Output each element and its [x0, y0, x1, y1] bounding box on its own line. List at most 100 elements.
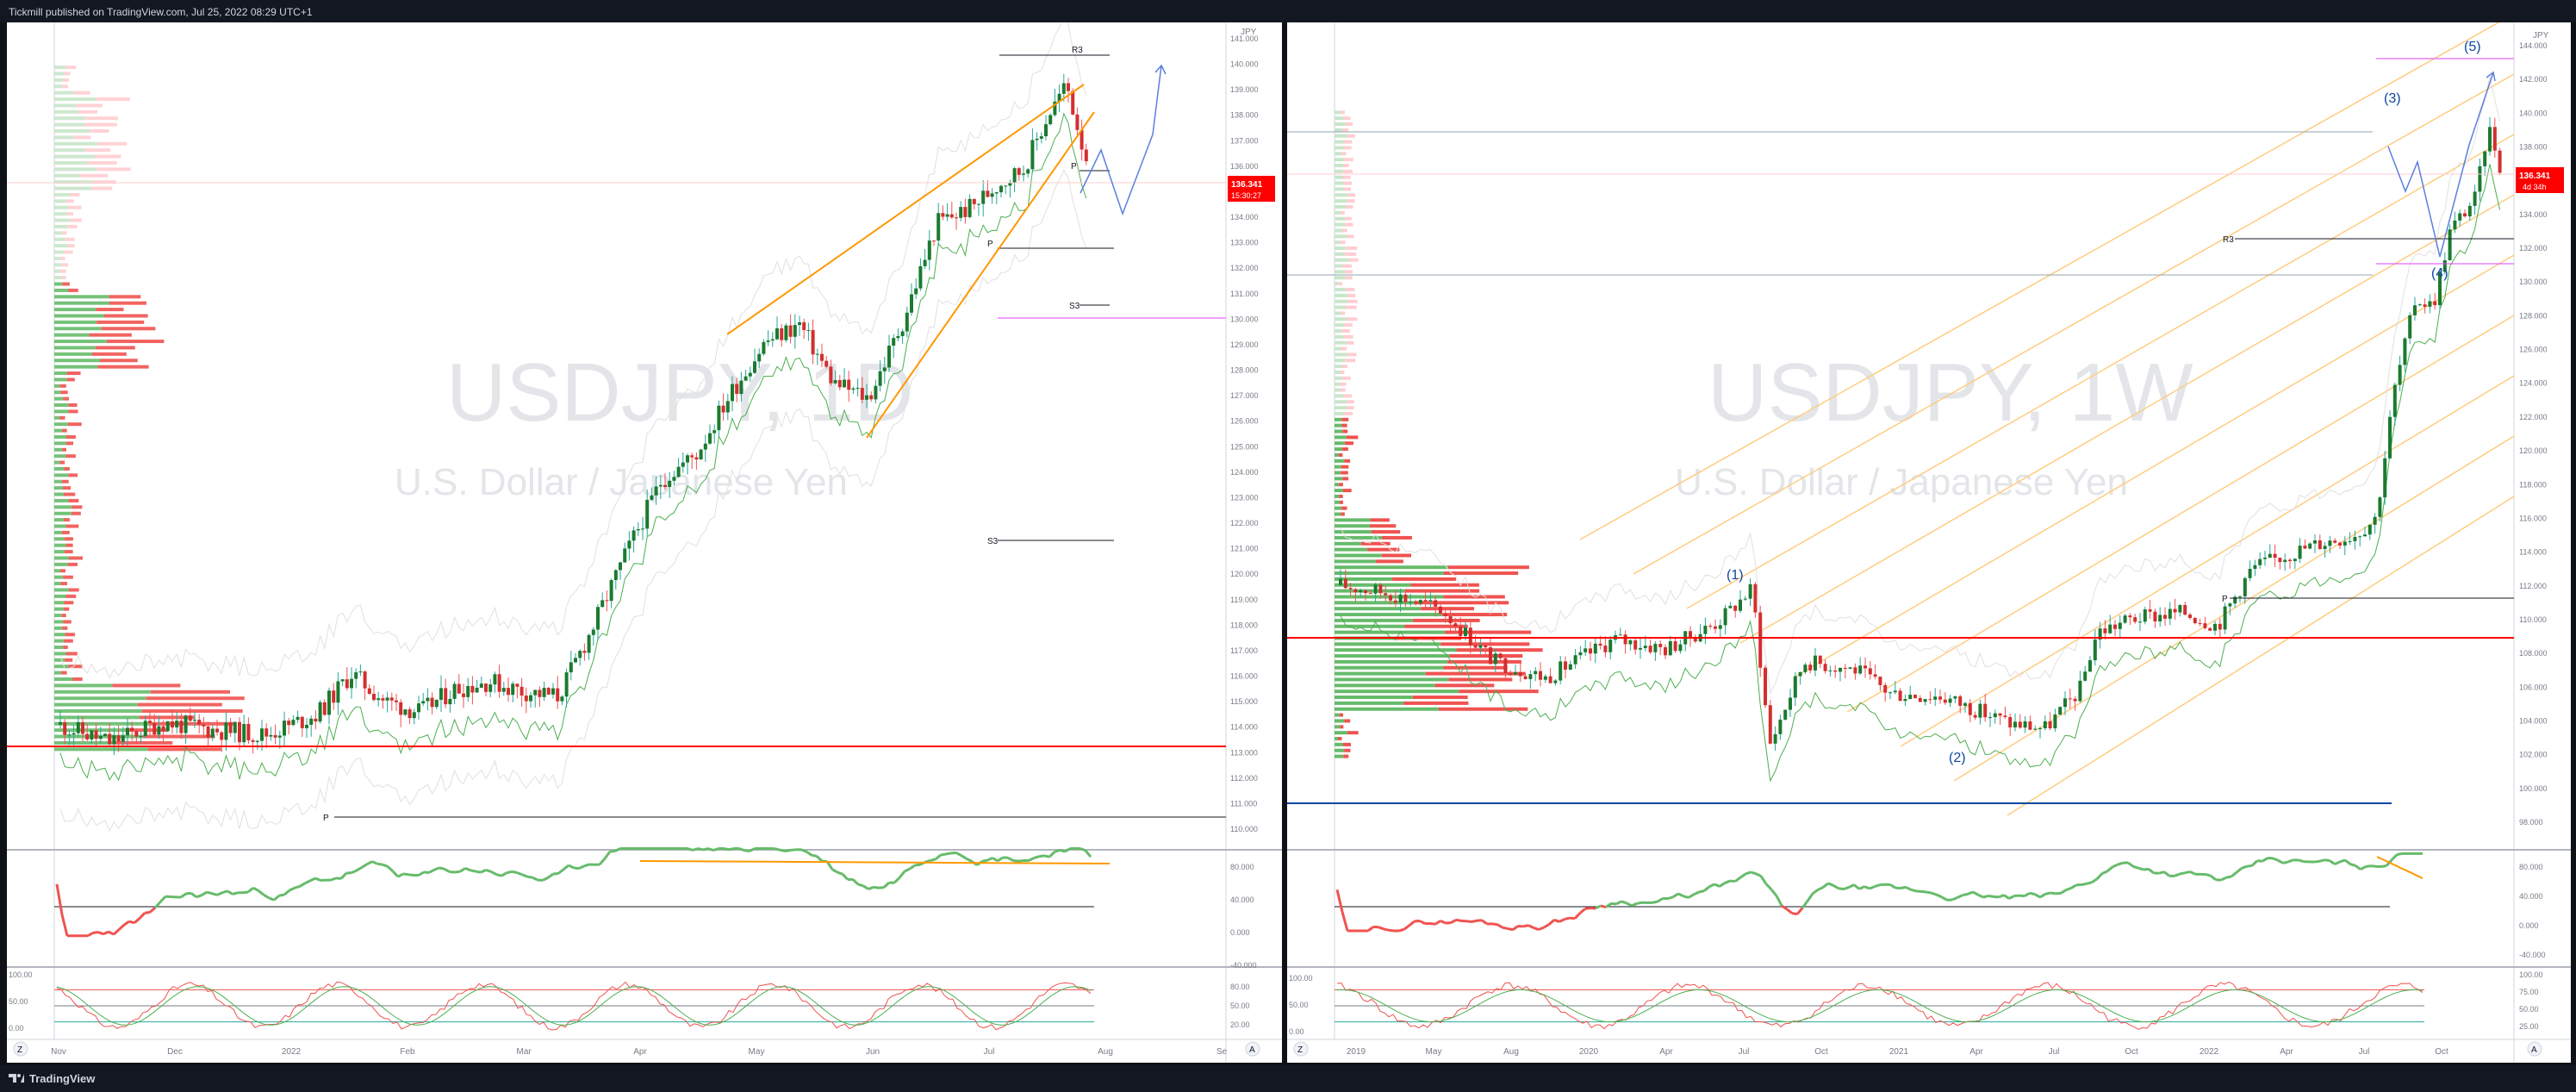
candle-body [2483, 151, 2487, 166]
candle-body [175, 721, 179, 728]
volume-bar-down [1342, 489, 1352, 493]
volume-bar-down [65, 594, 77, 598]
pivot-p-low-label: P [323, 814, 329, 823]
pivot-p-label: P [2222, 595, 2228, 604]
fan-line [2007, 496, 2515, 816]
candle-body [641, 528, 644, 530]
zoom-button[interactable] [13, 1041, 28, 1057]
zoom-button[interactable] [1293, 1041, 1309, 1057]
price-tick-label: 121.000 [1230, 545, 1259, 553]
volume-bar-down [1345, 122, 1353, 127]
rsi-segment [1548, 919, 1555, 926]
volume-bar-up [1335, 671, 1426, 676]
volume-bar-down [67, 244, 75, 248]
volume-bar-down [72, 505, 83, 509]
candle-body [2358, 536, 2362, 538]
volume-bar-up [54, 518, 64, 522]
daily-time-label: Jun [866, 1047, 880, 1057]
rsi-segment [1584, 907, 1591, 910]
volume-bar-up [1335, 559, 1376, 564]
volume-bar-down [68, 588, 79, 592]
candle-body [421, 701, 426, 704]
price-tick-label: 132.000 [2519, 244, 2548, 253]
rsi-segment [60, 914, 69, 937]
auto-scale-button[interactable] [2527, 1041, 2542, 1057]
rsi-segment [232, 891, 239, 895]
rsi-segment [811, 853, 818, 858]
volume-bar-down [1347, 193, 1356, 197]
candle-body [2353, 537, 2357, 541]
candle-body [184, 715, 188, 733]
volume-bar-up [54, 314, 104, 318]
rsi-segment [2241, 864, 2248, 870]
candle-body [1618, 634, 1622, 636]
rsi-segment [2210, 874, 2217, 881]
price-tick-label: 113.000 [1230, 748, 1258, 757]
candle-body [224, 722, 228, 740]
volume-bar-up [1335, 128, 1343, 132]
candle-body [2168, 608, 2172, 619]
candle-body [824, 360, 829, 367]
stoch-right-tick-label: 100.00 [2519, 970, 2543, 979]
rsi-segment [423, 870, 430, 874]
volume-bar-up [54, 639, 64, 643]
candle-body [2488, 127, 2492, 152]
volume-bar-down [1341, 210, 1345, 215]
volume-bar-up [54, 702, 138, 707]
rsi-segment [1579, 908, 1586, 914]
rsi-segment [2380, 864, 2387, 869]
rsi-segment [2349, 863, 2356, 867]
footer-brand[interactable]: TradingView [29, 1072, 96, 1085]
volume-bar-up [1335, 152, 1342, 156]
volume-bar-down [60, 671, 67, 675]
rsi-segment [1054, 848, 1061, 853]
rsi-segment [190, 892, 197, 899]
candlesticks [59, 73, 1088, 756]
volume-bar-down [1459, 690, 1539, 694]
volume-bar-down [63, 639, 73, 643]
candle-body [2318, 540, 2322, 550]
rsi-segment [2070, 883, 2077, 889]
volume-bar-up [1335, 175, 1343, 179]
volume-bar-up [1335, 696, 1413, 700]
candle-body [843, 379, 846, 388]
candle-body [2258, 558, 2262, 565]
rsi-segment [485, 868, 492, 873]
candle-body [1398, 594, 1403, 603]
bar-countdown: 4d 34h [2523, 183, 2547, 191]
candle-body [542, 688, 546, 697]
weekly-chart-canvas[interactable]: USDJPY, 1W U.S. Dollar / Japanese Yen 14… [1287, 22, 2571, 1063]
price-tick-label: 141.000 [1230, 34, 1259, 43]
rsi-segment [2390, 853, 2399, 861]
weekly-time-label: Aug [1503, 1047, 1519, 1057]
auto-scale-button[interactable] [1245, 1041, 1260, 1057]
rsi-segment [1967, 890, 1974, 895]
fan-line [1633, 73, 2515, 575]
volume-bar-down [1392, 577, 1456, 581]
candle-body [717, 405, 721, 431]
rsi-segment [2148, 868, 2155, 875]
volume-bar-down [1344, 216, 1352, 221]
weekly-chart-panel[interactable]: USDJPY, 1W U.S. Dollar / Japanese Yen 14… [1287, 22, 2571, 1063]
candle-body [1823, 664, 1827, 671]
candle-body [148, 721, 152, 724]
candle-body [1893, 690, 1897, 693]
daily-chart-panel[interactable]: USDJPY, 1D U.S. Dollar / Japanese Yen 14… [7, 22, 1282, 1063]
rsi-segment [1445, 921, 1452, 925]
candle-body [367, 688, 371, 695]
volume-bar-up [54, 447, 63, 452]
rsi-segment [831, 868, 838, 874]
candle-body [2323, 546, 2327, 550]
candle-body [493, 674, 497, 685]
candle-body [314, 718, 318, 722]
volume-bar-down [1456, 648, 1543, 652]
volume-bar-down [1342, 376, 1351, 380]
daily-chart-canvas[interactable]: USDJPY, 1D U.S. Dollar / Japanese Yen 14… [7, 22, 1282, 1063]
candle-body [945, 214, 949, 217]
candle-body [2053, 714, 2057, 729]
volume-bar-up [54, 543, 66, 547]
candle-body [1012, 168, 1017, 183]
rsi-segment [356, 866, 363, 872]
tradingview-logo-icon[interactable] [9, 1072, 24, 1083]
volume-bar-up [54, 562, 68, 566]
